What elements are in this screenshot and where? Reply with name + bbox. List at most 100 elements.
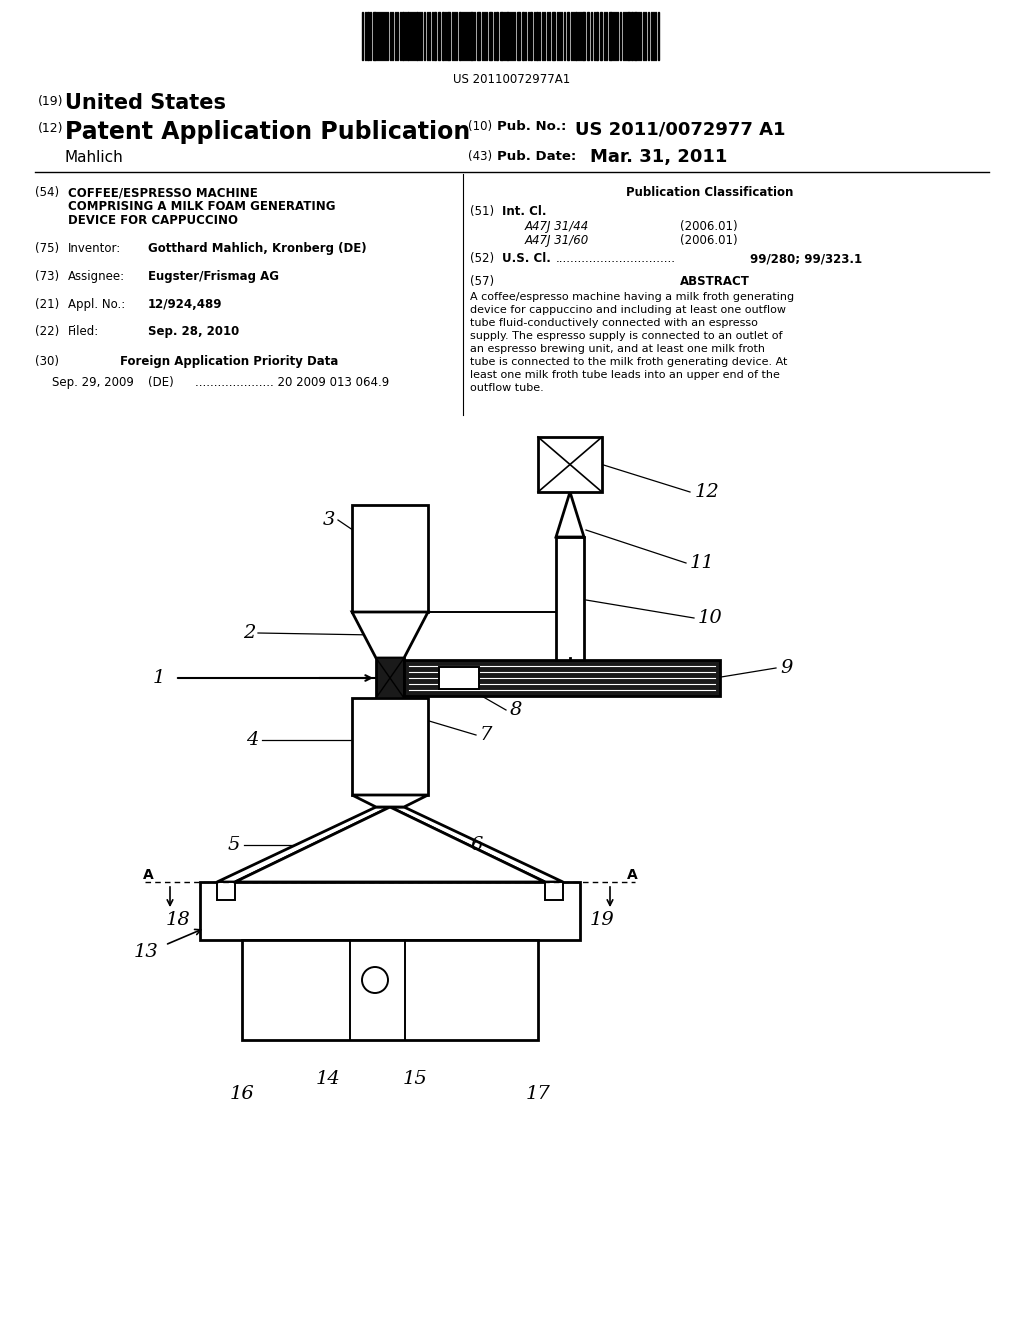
Bar (404, 660, 720, 696)
Text: A47J 31/60: A47J 31/60 (525, 234, 589, 247)
Text: (22): (22) (35, 325, 59, 338)
Bar (496, 12, 498, 59)
Text: Pub. Date:: Pub. Date: (497, 150, 577, 162)
Text: Inventor:: Inventor: (68, 242, 121, 255)
Text: least one milk froth tube leads into an upper end of the: least one milk froth tube leads into an … (470, 370, 780, 380)
Text: 19: 19 (590, 911, 614, 929)
Text: (DE): (DE) (148, 376, 174, 389)
Polygon shape (352, 612, 428, 657)
Polygon shape (352, 795, 428, 807)
Text: Publication Classification: Publication Classification (627, 186, 794, 199)
Text: 99/280; 99/323.1: 99/280; 99/323.1 (750, 252, 862, 265)
Text: (57): (57) (470, 275, 495, 288)
Text: (30): (30) (35, 355, 59, 368)
Text: 5: 5 (227, 836, 240, 854)
Bar (459, 12, 461, 59)
Text: DEVICE FOR CAPPUCCINO: DEVICE FOR CAPPUCCINO (68, 214, 238, 227)
Text: (2006.01): (2006.01) (680, 220, 737, 234)
Text: 18: 18 (165, 911, 190, 929)
Polygon shape (217, 807, 390, 882)
Text: Eugster/Frismag AG: Eugster/Frismag AG (148, 271, 279, 282)
Bar (538, 437, 602, 492)
Bar (552, 12, 555, 59)
Text: outflow tube.: outflow tube. (470, 383, 544, 393)
Bar (416, 12, 418, 59)
Text: tube is connected to the milk froth generating device. At: tube is connected to the milk froth gene… (470, 356, 787, 367)
Text: supply. The espresso supply is connected to an outlet of: supply. The espresso supply is connected… (470, 331, 782, 341)
Bar (536, 12, 538, 59)
Text: A coffee/espresso machine having a milk froth generating: A coffee/espresso machine having a milk … (470, 292, 795, 302)
Text: 7: 7 (480, 726, 493, 744)
Text: (54): (54) (35, 186, 59, 199)
Text: device for cappuccino and including at least one outflow: device for cappuccino and including at l… (470, 305, 786, 315)
Text: 17: 17 (525, 1085, 550, 1104)
Bar (517, 12, 520, 59)
Text: 11: 11 (690, 554, 715, 572)
Bar (352, 698, 428, 795)
Bar (470, 12, 473, 59)
Text: (21): (21) (35, 298, 59, 312)
Bar (200, 882, 580, 940)
Bar (477, 12, 480, 59)
Text: U.S. Cl.: U.S. Cl. (502, 252, 551, 265)
Text: (12): (12) (38, 121, 63, 135)
Text: Mahlich: Mahlich (65, 150, 124, 165)
Bar (217, 882, 234, 900)
Text: (10): (10) (468, 120, 493, 133)
Text: (2006.01): (2006.01) (680, 234, 737, 247)
Bar (352, 506, 428, 612)
Bar (522, 12, 524, 59)
Text: 13: 13 (133, 942, 158, 961)
Bar (582, 12, 585, 59)
Bar (506, 12, 509, 59)
Text: COMPRISING A MILK FOAM GENERATING: COMPRISING A MILK FOAM GENERATING (68, 201, 336, 213)
Bar (376, 657, 404, 698)
Polygon shape (376, 678, 404, 698)
Text: US 2011/0072977 A1: US 2011/0072977 A1 (575, 120, 785, 139)
Text: (43): (43) (468, 150, 493, 162)
Polygon shape (376, 657, 404, 678)
Text: 2: 2 (243, 624, 255, 642)
Text: an espresso brewing unit, and at least one milk froth: an espresso brewing unit, and at least o… (470, 345, 765, 354)
Text: tube fluid-conductively connected with an espresso: tube fluid-conductively connected with a… (470, 318, 758, 327)
Text: 9: 9 (780, 659, 793, 677)
Text: 4: 4 (246, 731, 258, 748)
Bar (556, 537, 584, 660)
Bar (587, 12, 589, 59)
Bar (530, 12, 532, 59)
Bar (447, 12, 450, 59)
Bar (596, 12, 598, 59)
Text: ABSTRACT: ABSTRACT (680, 275, 750, 288)
Bar (373, 12, 376, 59)
Polygon shape (390, 807, 563, 882)
Bar (489, 12, 492, 59)
Text: Pub. No.:: Pub. No.: (497, 120, 566, 133)
Text: 16: 16 (229, 1085, 254, 1104)
Text: Gotthard Mahlich, Kronberg (DE): Gotthard Mahlich, Kronberg (DE) (148, 242, 367, 255)
Text: A: A (142, 869, 154, 882)
Text: (75): (75) (35, 242, 59, 255)
Bar (242, 940, 538, 1040)
Text: (19): (19) (38, 95, 63, 108)
Text: (52): (52) (470, 252, 495, 265)
Text: United States: United States (65, 92, 226, 114)
Bar (434, 12, 436, 59)
Text: Filed:: Filed: (68, 325, 99, 338)
Text: 14: 14 (315, 1071, 340, 1088)
Text: A47J 31/44: A47J 31/44 (525, 220, 589, 234)
Text: A: A (627, 869, 637, 882)
Bar (634, 12, 637, 59)
Text: Sep. 29, 2009: Sep. 29, 2009 (52, 376, 134, 389)
Text: Patent Application Publication: Patent Application Publication (65, 120, 470, 144)
Text: US 20110072977A1: US 20110072977A1 (454, 73, 570, 86)
Bar (442, 12, 444, 59)
Circle shape (362, 968, 388, 993)
Text: Assignee:: Assignee: (68, 271, 125, 282)
Bar (439, 667, 479, 689)
Text: Sep. 28, 2010: Sep. 28, 2010 (148, 325, 240, 338)
Text: (73): (73) (35, 271, 59, 282)
Text: 12/924,489: 12/924,489 (148, 298, 222, 312)
Text: 6: 6 (470, 836, 482, 854)
Bar (438, 12, 440, 59)
Text: ................................: ................................ (556, 252, 676, 265)
